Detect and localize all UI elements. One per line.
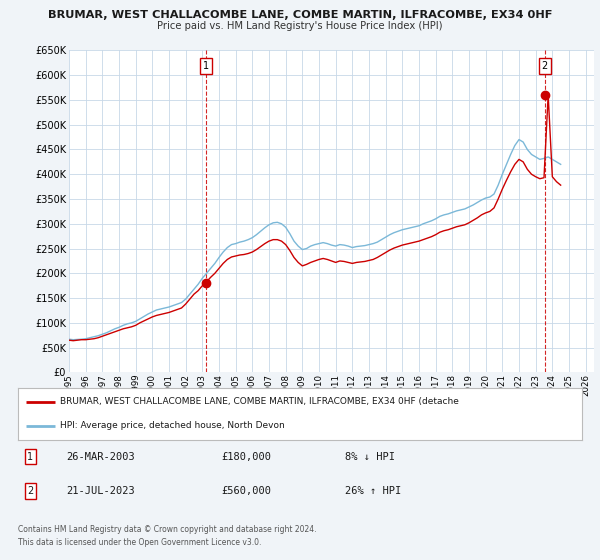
Text: 26% ↑ HPI: 26% ↑ HPI: [345, 486, 401, 496]
Text: 2: 2: [542, 61, 548, 71]
Text: £560,000: £560,000: [221, 486, 271, 496]
Text: BRUMAR, WEST CHALLACOMBE LANE, COMBE MARTIN, ILFRACOMBE, EX34 0HF (detache: BRUMAR, WEST CHALLACOMBE LANE, COMBE MAR…: [60, 398, 459, 407]
Text: 8% ↓ HPI: 8% ↓ HPI: [345, 452, 395, 462]
Text: 2: 2: [27, 486, 34, 496]
Text: HPI: Average price, detached house, North Devon: HPI: Average price, detached house, Nort…: [60, 421, 285, 430]
Text: Price paid vs. HM Land Registry's House Price Index (HPI): Price paid vs. HM Land Registry's House …: [157, 21, 443, 31]
Text: £180,000: £180,000: [221, 452, 271, 462]
Text: 21-JUL-2023: 21-JUL-2023: [66, 486, 134, 496]
Text: 26-MAR-2003: 26-MAR-2003: [66, 452, 134, 462]
Text: Contains HM Land Registry data © Crown copyright and database right 2024.: Contains HM Land Registry data © Crown c…: [18, 525, 317, 534]
Text: This data is licensed under the Open Government Licence v3.0.: This data is licensed under the Open Gov…: [18, 538, 262, 547]
Text: 1: 1: [28, 452, 34, 462]
Text: 1: 1: [203, 61, 209, 71]
Text: BRUMAR, WEST CHALLACOMBE LANE, COMBE MARTIN, ILFRACOMBE, EX34 0HF: BRUMAR, WEST CHALLACOMBE LANE, COMBE MAR…: [48, 10, 552, 20]
